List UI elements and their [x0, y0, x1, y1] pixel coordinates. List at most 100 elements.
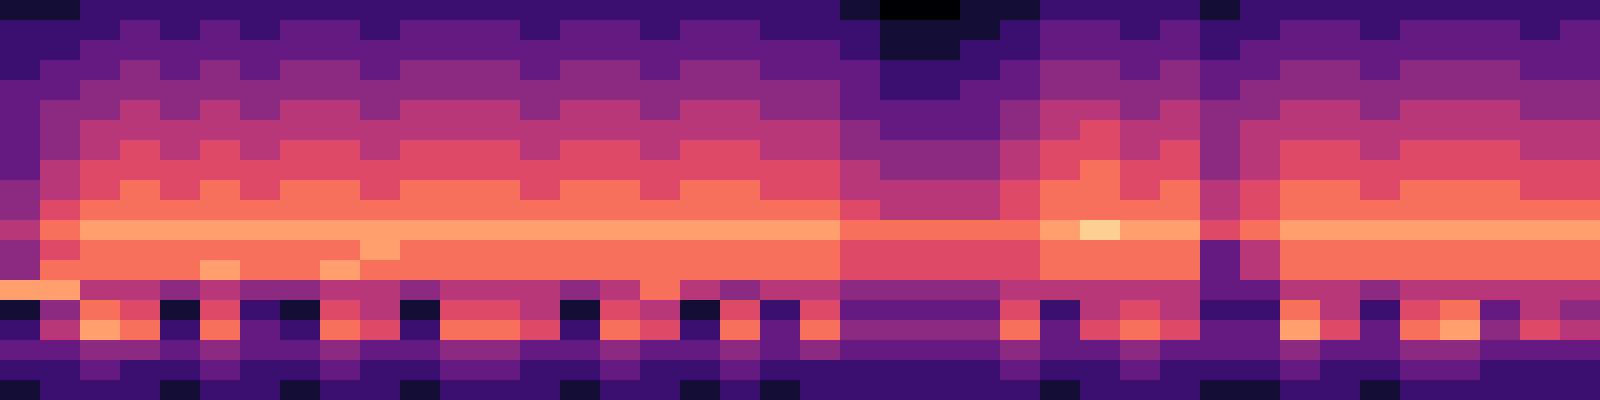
cell — [1160, 200, 1201, 221]
cell — [400, 120, 441, 141]
cell — [1440, 140, 1481, 161]
cell — [1000, 0, 1041, 21]
cell — [600, 380, 641, 400]
cell — [800, 300, 841, 321]
cell — [1000, 40, 1041, 61]
cell — [1240, 200, 1281, 221]
cell — [560, 100, 601, 121]
cell — [840, 300, 881, 321]
cell — [720, 200, 761, 221]
cell — [840, 340, 881, 361]
cell — [120, 280, 161, 301]
cell — [1360, 80, 1401, 101]
cell — [440, 60, 481, 81]
cell — [120, 260, 161, 281]
cell — [280, 60, 321, 81]
cell — [80, 360, 121, 381]
cell — [760, 140, 801, 161]
cell — [120, 360, 161, 381]
cell — [280, 280, 321, 301]
cell — [1440, 180, 1481, 201]
cell — [400, 180, 441, 201]
cell — [520, 240, 561, 261]
cell — [960, 40, 1001, 61]
cell — [840, 160, 881, 181]
cell — [1440, 220, 1481, 241]
cell — [0, 120, 41, 141]
cell — [80, 220, 121, 241]
cell — [1400, 60, 1441, 81]
cell — [1200, 260, 1241, 281]
cell — [80, 40, 121, 61]
cell — [840, 40, 881, 61]
cell — [1400, 80, 1441, 101]
cell — [480, 140, 521, 161]
cell — [120, 300, 161, 321]
cell — [120, 320, 161, 341]
cell — [1320, 280, 1361, 301]
cell — [1280, 280, 1321, 301]
cell — [760, 180, 801, 201]
cell — [1240, 160, 1281, 181]
cell — [760, 200, 801, 221]
cell — [600, 220, 641, 241]
cell — [160, 180, 201, 201]
cell — [800, 140, 841, 161]
cell — [920, 340, 961, 361]
cell — [1480, 340, 1521, 361]
cell — [1160, 280, 1201, 301]
cell — [1120, 20, 1161, 41]
cell — [640, 240, 681, 261]
cell — [680, 280, 721, 301]
cell — [1320, 120, 1361, 141]
cell — [720, 80, 761, 101]
cell — [680, 260, 721, 281]
cell — [1280, 200, 1321, 221]
cell — [880, 340, 921, 361]
cell — [1200, 60, 1241, 81]
cell — [360, 140, 401, 161]
cell — [400, 320, 441, 341]
cell — [680, 160, 721, 181]
cell — [1280, 80, 1321, 101]
cell — [1440, 320, 1481, 341]
cell — [400, 100, 441, 121]
cell — [240, 300, 281, 321]
cell — [1040, 260, 1081, 281]
cell — [320, 0, 361, 21]
cell — [1080, 240, 1121, 261]
cell — [1480, 360, 1521, 381]
cell — [520, 320, 561, 341]
cell — [1120, 360, 1161, 381]
cell — [40, 0, 81, 21]
cell — [360, 60, 401, 81]
cell — [520, 340, 561, 361]
cell — [680, 360, 721, 381]
cell — [680, 180, 721, 201]
cell — [320, 280, 361, 301]
cell — [1000, 180, 1041, 201]
cell — [1160, 380, 1201, 400]
cell — [320, 80, 361, 101]
cell — [0, 20, 41, 41]
cell — [840, 200, 881, 221]
cell — [880, 0, 921, 21]
cell — [840, 100, 881, 121]
cell — [1160, 240, 1201, 261]
cell — [320, 340, 361, 361]
cell — [1400, 380, 1441, 400]
cell — [1000, 100, 1041, 121]
cell — [840, 80, 881, 101]
cell — [600, 20, 641, 41]
cell — [1520, 260, 1561, 281]
cell — [800, 260, 841, 281]
cell — [640, 320, 681, 341]
cell — [560, 120, 601, 141]
cell — [1240, 240, 1281, 261]
cell — [880, 160, 921, 181]
cell — [0, 100, 41, 121]
cell — [1120, 380, 1161, 400]
cell — [1160, 20, 1201, 41]
cell — [1280, 220, 1321, 241]
cell — [1280, 380, 1321, 400]
